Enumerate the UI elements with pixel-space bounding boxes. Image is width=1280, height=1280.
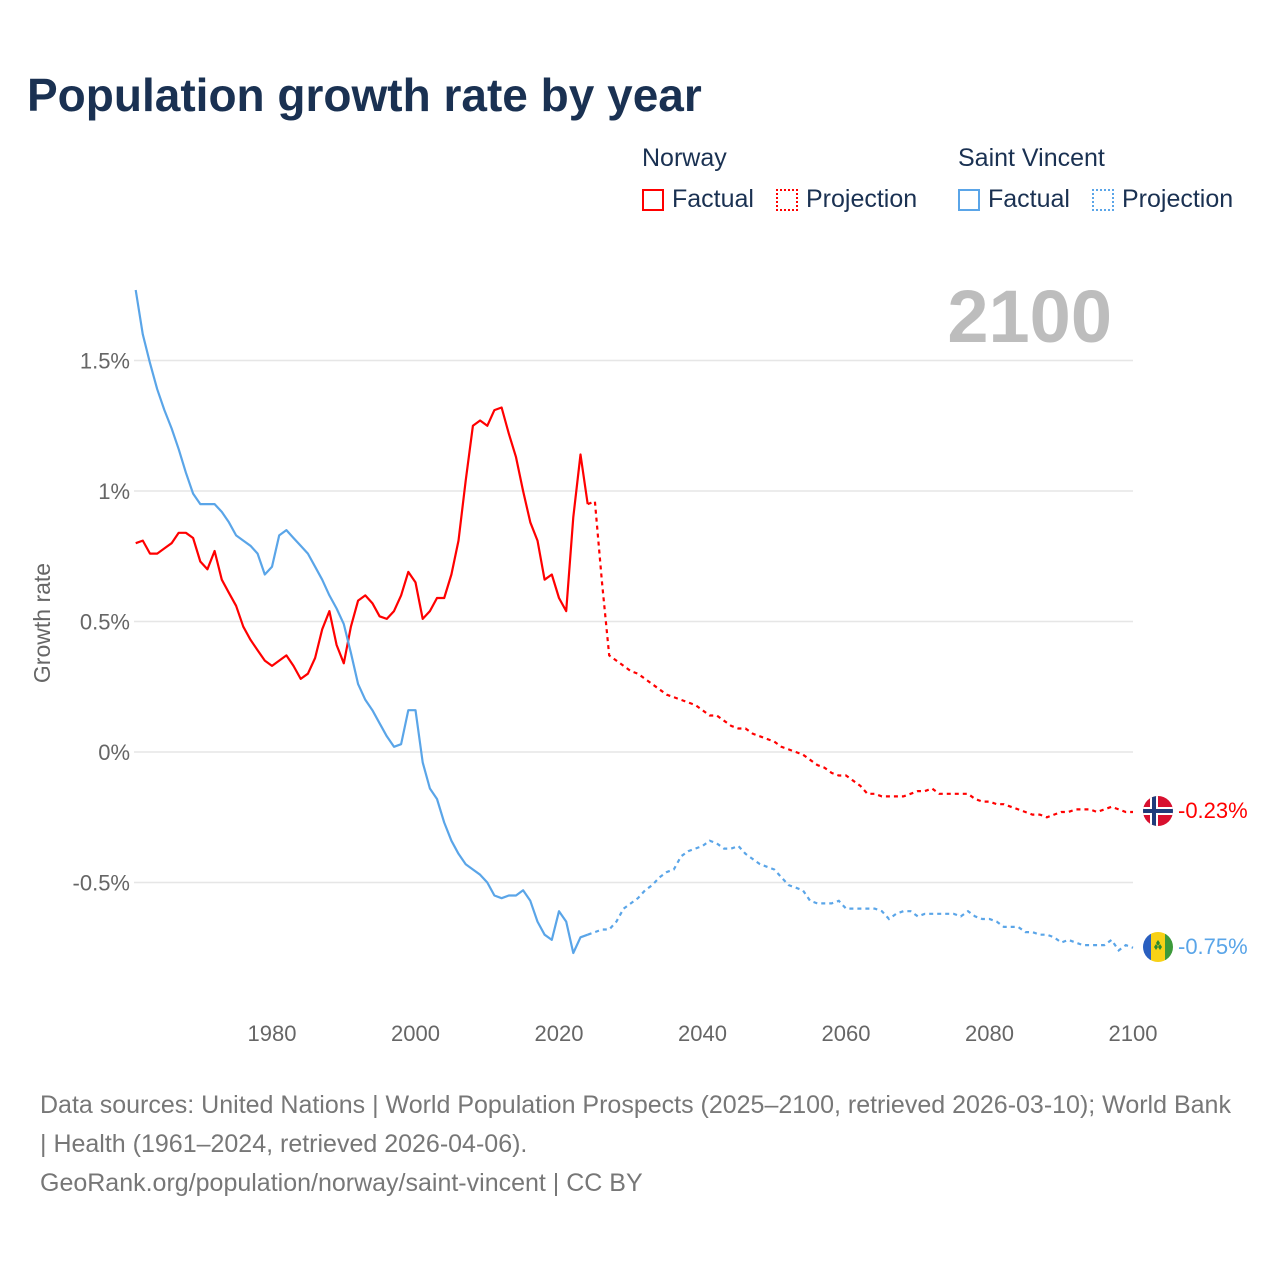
y-tick-label: 1% xyxy=(98,479,130,504)
norway-end-label: -0.23% xyxy=(1178,798,1248,823)
legend-group-norway: Norway xyxy=(642,144,727,172)
legend-swatch-dotted xyxy=(1092,188,1114,211)
y-tick-label: 0% xyxy=(98,740,130,765)
saint-vincent-flag-icon xyxy=(1143,932,1173,962)
legend-saint-vincent-factual[interactable]: Factual xyxy=(958,185,1070,214)
legend-norway-factual[interactable]: Factual xyxy=(642,185,754,214)
legend-label: Projection xyxy=(806,185,918,213)
x-tick-label: 2040 xyxy=(678,1021,727,1046)
x-tick-label: 2000 xyxy=(391,1021,440,1046)
y-tick-label: 0.5% xyxy=(80,610,130,635)
legend-saint-vincent-projection[interactable]: Projection xyxy=(1092,185,1233,214)
legend-swatch-solid xyxy=(958,188,980,211)
chart-title: Population growth rate by year xyxy=(27,69,702,121)
source-link[interactable]: GeoRank.org/population/norway/saint-vinc… xyxy=(40,1169,643,1197)
norway-projection-line xyxy=(587,499,1133,819)
x-tick-label: 2080 xyxy=(965,1021,1014,1046)
legend-swatch-solid xyxy=(642,188,664,211)
x-tick-label: 2060 xyxy=(822,1021,871,1046)
line-chart: 1.5% 1% 0.5% 0% -0.5% 1980 2000 2020 2040 2060 208… xyxy=(29,275,1248,1046)
x-tick-label: 1980 xyxy=(248,1021,297,1046)
legend-group-saint-vincent: Saint Vincent xyxy=(958,144,1105,172)
footer: Data sources: United Nations | World Pop… xyxy=(40,1086,1240,1203)
norway-factual-line xyxy=(135,406,589,681)
saint-vincent-projection-line xyxy=(587,839,1134,952)
x-tick-label: 2100 xyxy=(1109,1021,1158,1046)
legend-norway-projection[interactable]: Projection xyxy=(776,185,917,214)
data-sources: Data sources: United Nations | World Pop… xyxy=(40,1091,1231,1158)
current-year-label: 2100 xyxy=(947,275,1112,358)
norway-flag-icon xyxy=(1143,796,1173,826)
y-tick-label: 1.5% xyxy=(80,349,130,374)
legend-swatch-dotted xyxy=(776,188,798,211)
legend-label: Factual xyxy=(672,185,754,213)
y-axis-label: Growth rate xyxy=(29,563,55,683)
saint-vincent-end-label: -0.75% xyxy=(1178,934,1248,959)
saint-vincent-factual-line xyxy=(134,289,589,955)
legend-label: Factual xyxy=(988,185,1070,213)
y-tick-label: -0.5% xyxy=(73,871,130,896)
x-tick-label: 2020 xyxy=(535,1021,584,1046)
legend-label: Projection xyxy=(1122,185,1234,213)
